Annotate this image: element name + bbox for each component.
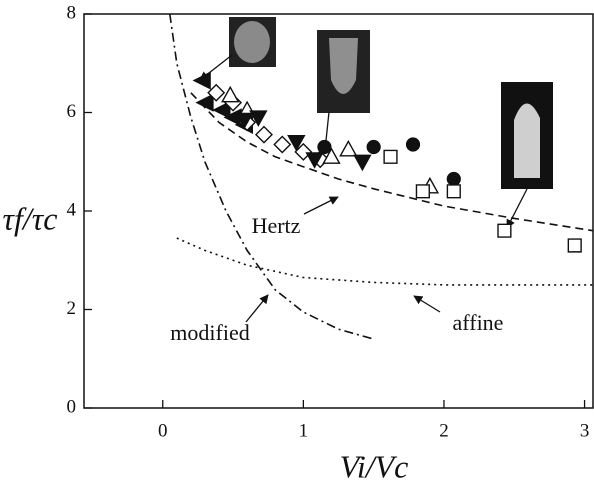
data-point [305,152,324,169]
data-point [322,147,341,164]
data-point [353,154,372,172]
data-point [383,149,398,164]
data-point [366,139,381,155]
y-tick-label: 4 [67,199,77,220]
y-tick-label: 6 [67,101,77,122]
annotation: Hertz [252,213,301,238]
annotation: modified [170,320,249,345]
data-point [221,85,240,103]
x-axis-label: Vi/Vc [340,448,409,484]
data-point [254,125,273,144]
data-point [446,184,461,199]
data-point [405,137,421,152]
data-point [294,142,313,161]
data-point [273,135,292,154]
data-point [415,184,430,199]
inset-photos [199,17,553,323]
data-point [249,110,268,127]
y-tick-label: 0 [67,396,77,417]
y-axis-label: τf/τc [3,200,58,236]
data-point [287,134,306,152]
data-point [339,139,358,157]
data-point [497,223,512,238]
x-tick-label: 2 [439,420,449,441]
data-point [192,71,211,90]
curve [176,237,593,286]
data-point [317,139,332,155]
data-point [207,83,226,102]
data-point [235,112,254,130]
y-tick-label: 2 [67,298,77,319]
curve [190,92,594,232]
x-tick-label: 1 [299,420,309,441]
curve [169,13,374,340]
annotation: affine [453,310,504,335]
data-point [446,171,461,187]
x-tick-label: 0 [158,420,168,441]
data-point [212,100,231,120]
data-point [567,238,582,253]
x-tick-label: 3 [580,420,590,441]
y-tick-label: 8 [67,2,77,23]
data-point [195,93,214,112]
